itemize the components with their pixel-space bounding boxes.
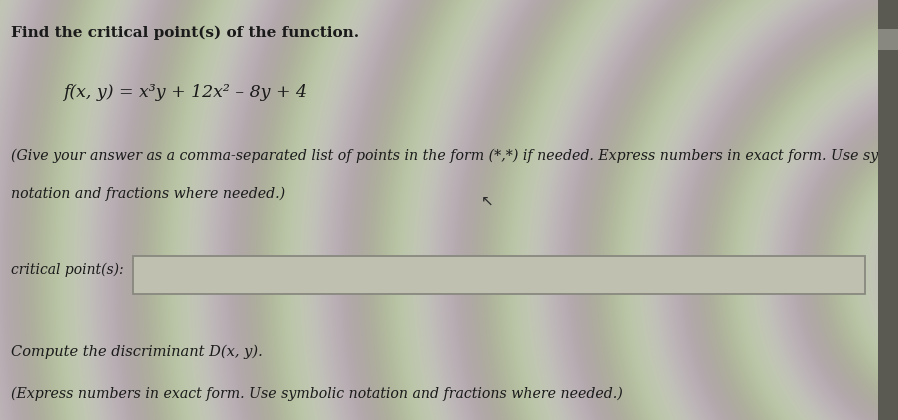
Text: (Express numbers in exact form. Use symbolic notation and fractions where needed: (Express numbers in exact form. Use symb… bbox=[11, 386, 622, 401]
Text: (Give your answer as a comma-separated list of points in the form (*,*) if neede: (Give your answer as a comma-separated l… bbox=[11, 149, 898, 163]
Text: notation and fractions where needed.): notation and fractions where needed.) bbox=[11, 187, 285, 201]
Bar bbox=[878, 0, 898, 420]
Bar bbox=[878, 29, 898, 50]
Text: f(x, y) = x³y + 12x² – 8y + 4: f(x, y) = x³y + 12x² – 8y + 4 bbox=[63, 84, 307, 101]
Text: Compute the discriminant D(x, y).: Compute the discriminant D(x, y). bbox=[11, 344, 262, 359]
Text: ↖: ↖ bbox=[480, 194, 493, 209]
FancyBboxPatch shape bbox=[133, 256, 865, 294]
Text: Find the critical point(s) of the function.: Find the critical point(s) of the functi… bbox=[11, 25, 359, 39]
Text: critical point(s):: critical point(s): bbox=[11, 262, 123, 277]
